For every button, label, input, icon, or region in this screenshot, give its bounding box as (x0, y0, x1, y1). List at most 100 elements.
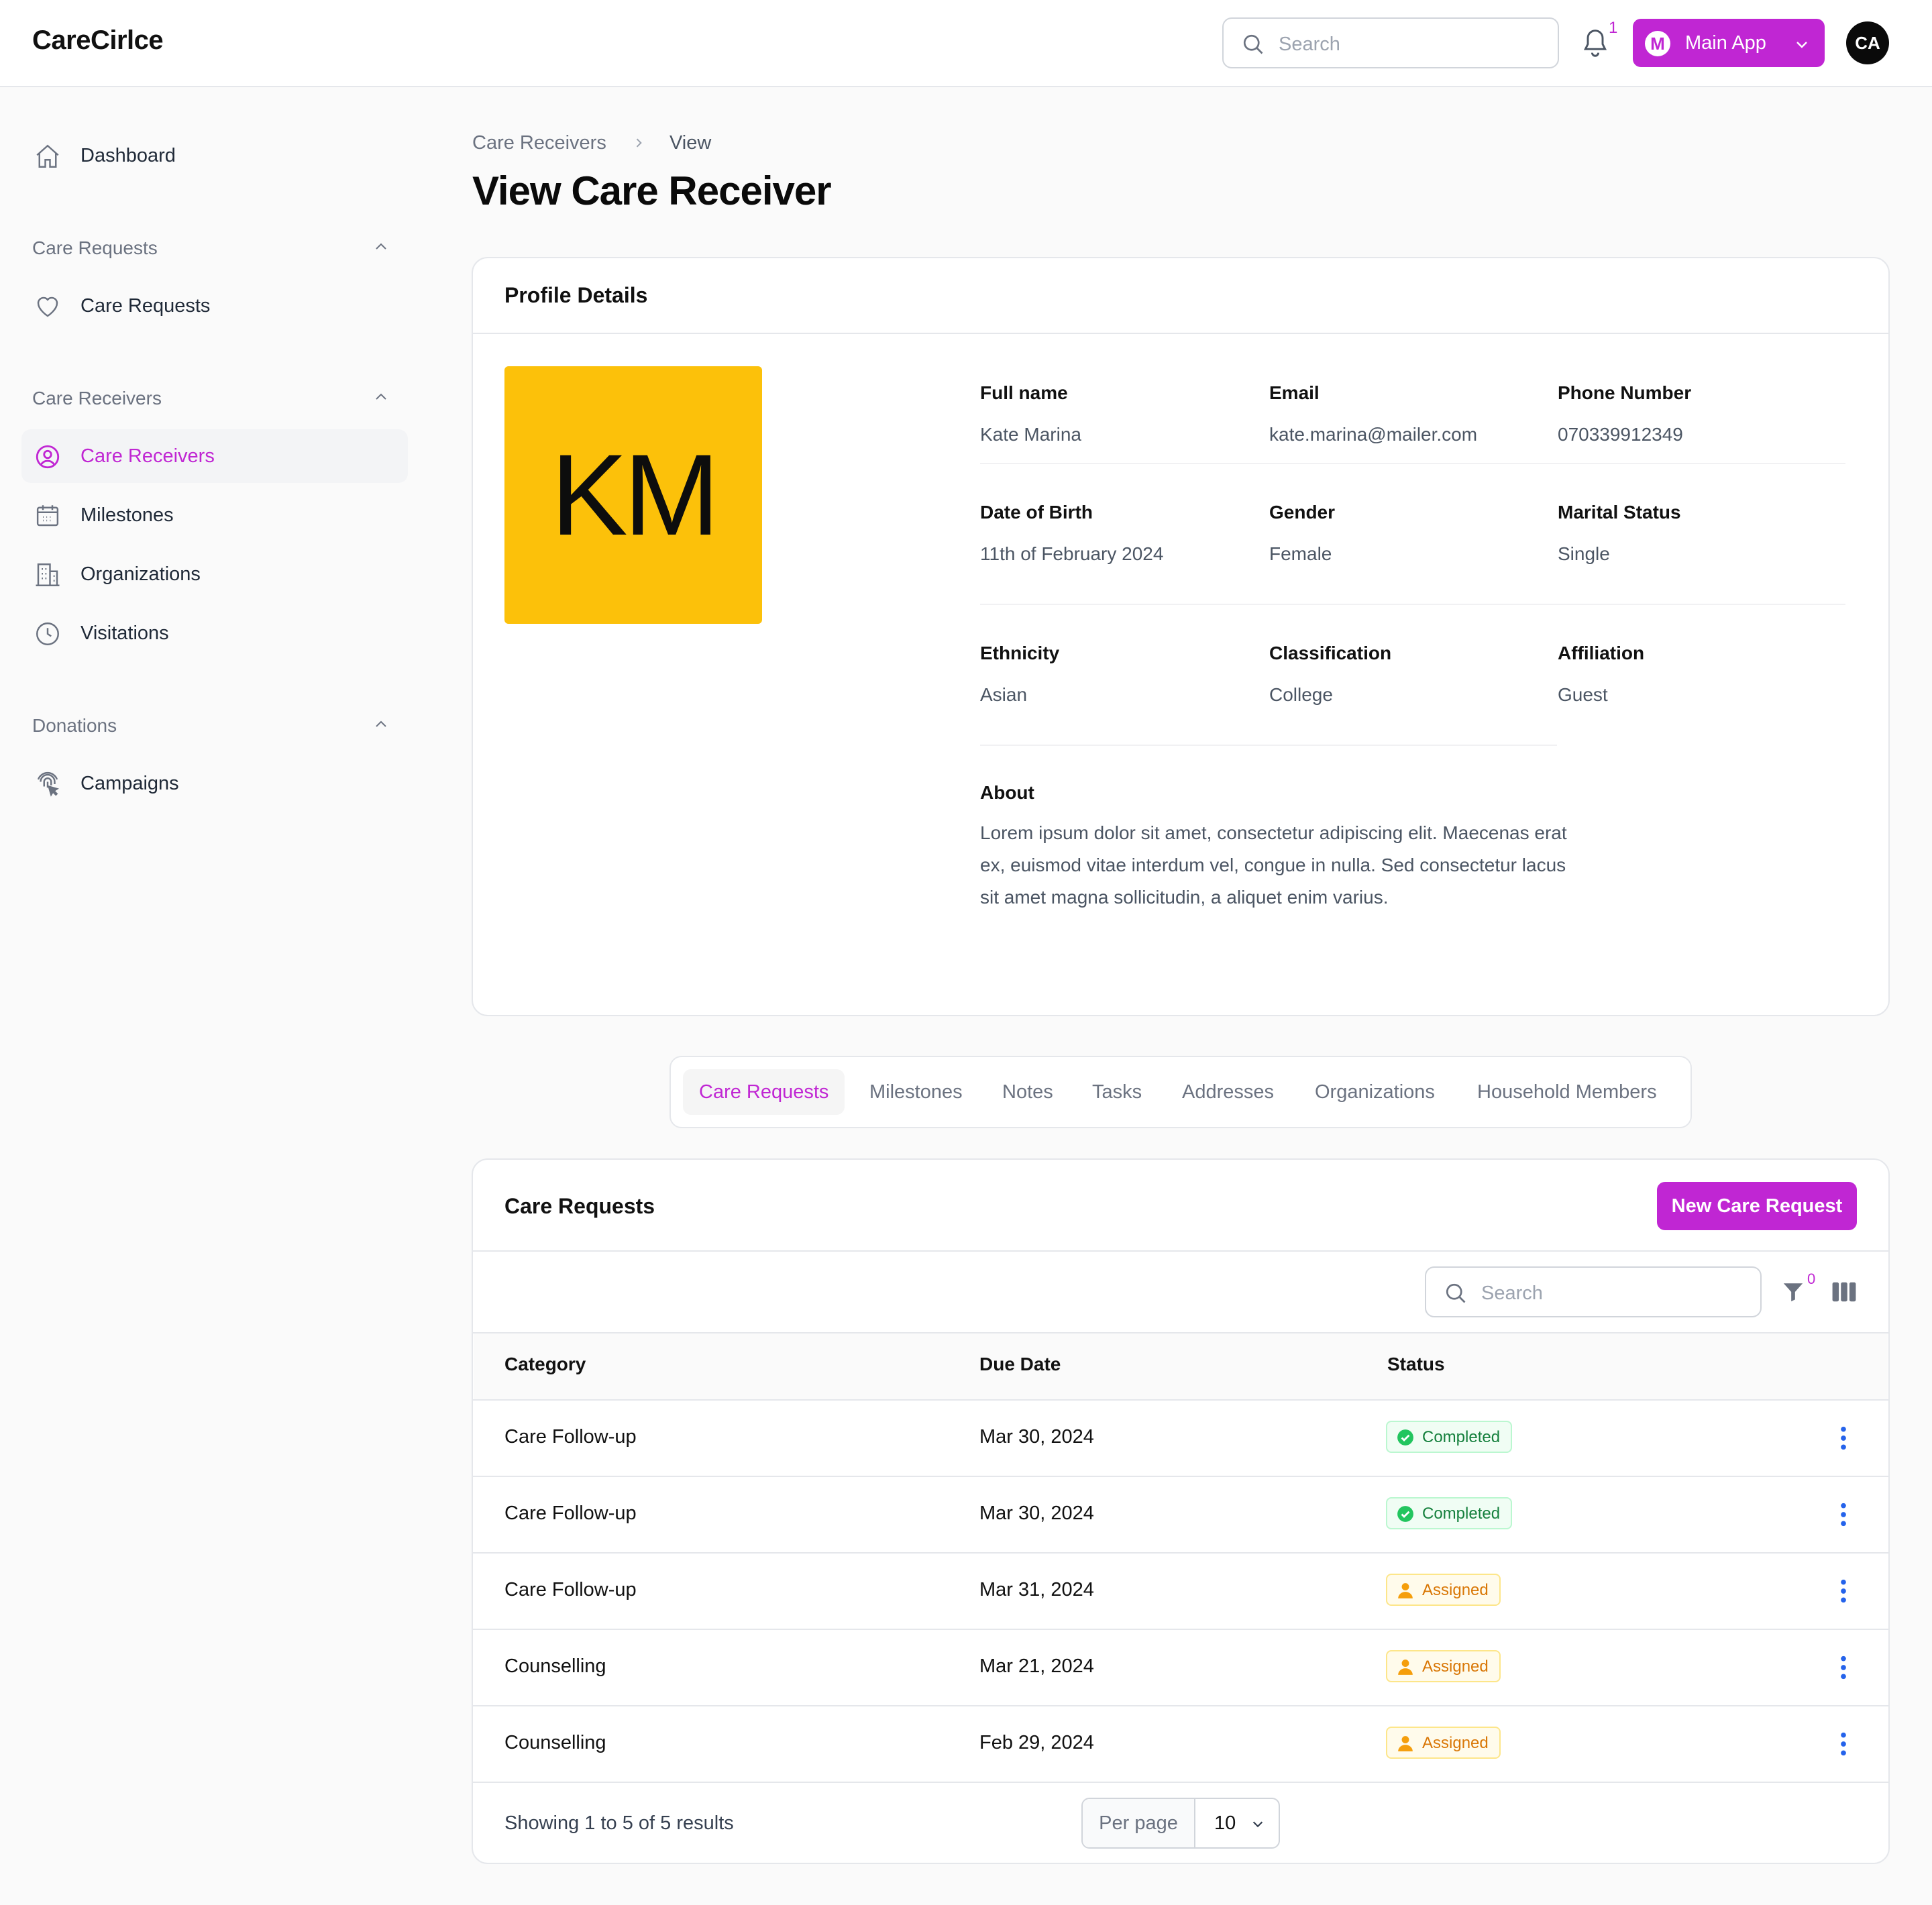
status-text: Assigned (1422, 1734, 1489, 1752)
row-actions-icon[interactable] (1839, 1425, 1847, 1452)
sidebar-item-organizations[interactable]: Organizations (21, 547, 408, 601)
row-actions-icon[interactable] (1839, 1578, 1847, 1604)
about-text: Lorem ipsum dolor sit amet, consectetur … (980, 822, 1567, 908)
status-text: Completed (1422, 1505, 1501, 1523)
cell-due-date: Mar 21, 2024 (979, 1655, 1094, 1677)
sidebar-item-label: Visitations (80, 622, 169, 644)
profile-details-heading: Profile Details (504, 283, 648, 307)
field-label: Marital Status (1558, 502, 1681, 523)
status-badge: Assigned (1386, 1727, 1501, 1759)
cell-category: Care Follow-up (504, 1426, 637, 1448)
column-header-due-date[interactable]: Due Date (979, 1354, 1061, 1374)
field-value: College (1269, 684, 1333, 705)
sidebar-item-label: Milestones (80, 504, 174, 526)
tab-tasks[interactable]: Tasks (1092, 1081, 1142, 1103)
clock-icon (36, 622, 59, 645)
field-phone-number: Phone Number 070339912349 (1558, 382, 1691, 445)
chevron-down-icon (1252, 1821, 1263, 1828)
building-icon (36, 563, 60, 586)
tab-care-requests[interactable]: Care Requests (683, 1069, 845, 1115)
divider (473, 1782, 1888, 1783)
field-affiliation: Affiliation Guest (1558, 643, 1644, 706)
app-switcher-label: Main App (1685, 32, 1766, 54)
check-circle-icon (1397, 1429, 1413, 1446)
field-gender: Gender Female (1269, 502, 1335, 565)
field-marital-status: Marital Status Single (1558, 502, 1681, 565)
field-email: Email kate.marina@mailer.com (1269, 382, 1477, 445)
table-row[interactable]: Counselling Feb 29, 2024 Assigned (474, 1706, 1888, 1782)
column-header-status[interactable]: Status (1387, 1354, 1445, 1374)
user-icon (1398, 1659, 1413, 1675)
field-date-of-birth: Date of Birth 11th of February 2024 (980, 502, 1163, 565)
search-placeholder: Search (1481, 1283, 1543, 1304)
profile-avatar: KM (504, 366, 762, 624)
tab-notes[interactable]: Notes (1002, 1081, 1053, 1103)
cell-category: Care Follow-up (504, 1579, 637, 1600)
status-text: Completed (1422, 1428, 1501, 1446)
field-label: Classification (1269, 643, 1392, 663)
field-value: Kate Marina (980, 424, 1081, 445)
row-actions-icon[interactable] (1839, 1654, 1847, 1681)
table-row[interactable]: Care Follow-up Mar 30, 2024 Completed (474, 1401, 1888, 1476)
field-classification: Classification College (1269, 643, 1391, 706)
app-switcher-button[interactable]: M Main App (1633, 19, 1825, 67)
chevron-up-icon (376, 243, 386, 250)
sidebar-item-label: Care Receivers (80, 445, 215, 467)
divider (473, 1476, 1888, 1477)
cell-category: Care Follow-up (504, 1503, 637, 1524)
row-actions-icon[interactable] (1839, 1501, 1847, 1528)
sidebar-item-campaigns[interactable]: Campaigns (21, 757, 408, 810)
divider (980, 463, 1845, 464)
field-label: Phone Number (1558, 382, 1692, 403)
app-initial: M (1645, 31, 1670, 56)
bell-icon[interactable] (1580, 27, 1610, 59)
search-placeholder: Search (1279, 34, 1340, 55)
new-care-request-button[interactable]: New Care Request (1657, 1182, 1857, 1230)
sidebar-item-dashboard[interactable]: Dashboard (21, 129, 408, 182)
user-avatar[interactable]: CA (1846, 21, 1889, 64)
user-circle-icon (36, 445, 60, 469)
table-search-input[interactable]: Search (1425, 1266, 1762, 1317)
divider (473, 1399, 1888, 1401)
tab-milestones[interactable]: Milestones (869, 1081, 963, 1103)
divider (980, 745, 1557, 746)
sidebar-item-care-requests[interactable]: Care Requests (21, 279, 408, 333)
brand-logo[interactable]: CareCirlce (32, 25, 164, 55)
sidebar-group-label: Donations (32, 715, 117, 736)
breadcrumb: Care Receivers View (472, 131, 711, 154)
tab-household-members[interactable]: Household Members (1477, 1081, 1657, 1103)
per-page-label: Per page (1083, 1799, 1195, 1847)
field-about: About Lorem ipsum dolor sit amet, consec… (980, 782, 1570, 914)
per-page-select[interactable]: Per page 10 (1081, 1798, 1280, 1849)
field-value: 11th of February 2024 (980, 543, 1164, 564)
status-badge: Assigned (1386, 1650, 1501, 1682)
global-search-input[interactable]: Search (1222, 17, 1559, 68)
field-label: Email (1269, 382, 1320, 403)
table-row[interactable]: Care Follow-up Mar 30, 2024 Completed (474, 1477, 1888, 1552)
table-row[interactable]: Care Follow-up Mar 31, 2024 Assigned (474, 1554, 1888, 1629)
chevron-up-icon (376, 393, 386, 400)
sidebar-item-visitations[interactable]: Visitations (21, 606, 408, 660)
table-row[interactable]: Counselling Mar 21, 2024 Assigned (474, 1630, 1888, 1705)
filter-icon[interactable] (1782, 1280, 1805, 1304)
field-label: Ethnicity (980, 643, 1060, 663)
sidebar-group-care-receivers[interactable]: Care Receivers (32, 385, 394, 412)
column-header-category[interactable]: Category (504, 1354, 586, 1374)
sidebar-group-care-requests[interactable]: Care Requests (32, 235, 394, 262)
breadcrumb-parent-link[interactable]: Care Receivers (472, 131, 606, 154)
row-actions-icon[interactable] (1839, 1731, 1847, 1757)
detail-tabs: Care Requests Milestones Notes Tasks Add… (669, 1056, 1692, 1128)
cell-due-date: Mar 30, 2024 (979, 1503, 1094, 1524)
sidebar-group-donations[interactable]: Donations (32, 712, 394, 739)
status-badge: Completed (1386, 1497, 1513, 1529)
sidebar-item-care-receivers[interactable]: Care Receivers (21, 429, 408, 483)
search-icon (1243, 34, 1263, 54)
sidebar-item-milestones[interactable]: Milestones (21, 488, 408, 542)
status-badge: Completed (1386, 1421, 1513, 1453)
sidebar-group-label: Care Receivers (32, 388, 162, 409)
tab-organizations[interactable]: Organizations (1315, 1081, 1435, 1103)
tab-addresses[interactable]: Addresses (1182, 1081, 1275, 1103)
columns-icon[interactable] (1831, 1281, 1857, 1303)
fingerprint-icon (37, 771, 59, 797)
field-value: Asian (980, 684, 1028, 705)
